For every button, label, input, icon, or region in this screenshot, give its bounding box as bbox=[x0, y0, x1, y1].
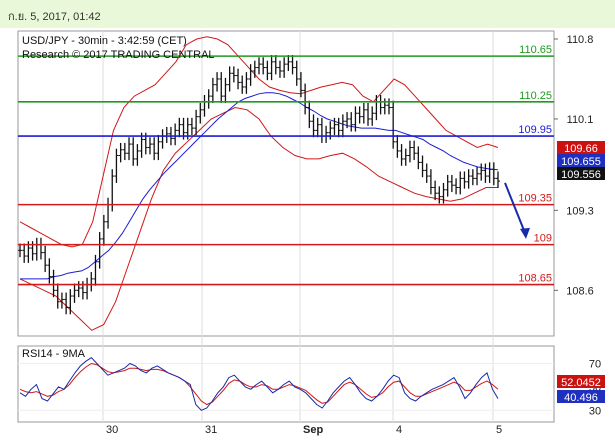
chart-title: USD/JPY - 30min - 3:42:59 (CET) bbox=[22, 35, 187, 47]
level-label: 109 bbox=[534, 233, 552, 245]
timestamp-bar: ก.ย. 5, 2017, 01:42 bbox=[0, 0, 615, 28]
x-tick-label: 31 bbox=[205, 424, 217, 436]
price-badge-label: 109.556 bbox=[561, 169, 601, 181]
rsi-panel bbox=[17, 345, 555, 423]
forecast-arrow bbox=[504, 182, 526, 234]
level-label: 110.25 bbox=[519, 90, 552, 102]
chart-subtitle: Research © 2017 TRADING CENTRAL bbox=[22, 49, 215, 61]
price-badge bbox=[557, 154, 605, 167]
level-label: 110.65 bbox=[519, 44, 552, 56]
level-label: 109.95 bbox=[518, 124, 552, 136]
price-badge bbox=[557, 167, 605, 180]
y-tick-label: 108.6 bbox=[566, 285, 594, 297]
level-label: 108.65 bbox=[518, 273, 552, 285]
x-tick-label: 30 bbox=[106, 424, 118, 436]
upper-band-line bbox=[19, 36, 499, 248]
y-tick-label: 110.1 bbox=[567, 114, 594, 126]
rsi-tick-label: 30 bbox=[589, 405, 601, 417]
rsi-badge-label: 52.0452 bbox=[561, 377, 601, 389]
y-tick-label: 109.3 bbox=[566, 205, 594, 217]
rsi-badge bbox=[557, 375, 605, 388]
rsi-title: RSI14 - 9MA bbox=[22, 348, 86, 360]
rsi-tick-label: 70 bbox=[589, 359, 601, 371]
lower-band-line bbox=[19, 106, 498, 331]
rsi-line bbox=[19, 357, 499, 411]
forecast-arrowhead bbox=[520, 227, 530, 239]
y-tick-label: 110.8 bbox=[567, 34, 594, 46]
price-badge bbox=[557, 141, 605, 154]
x-tick-label: 5 bbox=[496, 424, 502, 436]
price-badge-label: 109.655 bbox=[561, 156, 601, 168]
timestamp: ก.ย. 5, 2017, 01:42 bbox=[8, 11, 101, 23]
x-tick-label: Sep bbox=[303, 424, 323, 436]
price-panel bbox=[17, 30, 555, 337]
rsi-badge bbox=[557, 390, 605, 403]
level-label: 109.35 bbox=[518, 193, 552, 205]
price-badge-label: 109.66 bbox=[564, 143, 598, 155]
rsi-badge-label: 40.496 bbox=[564, 392, 598, 404]
x-tick-label: 4 bbox=[396, 424, 402, 436]
